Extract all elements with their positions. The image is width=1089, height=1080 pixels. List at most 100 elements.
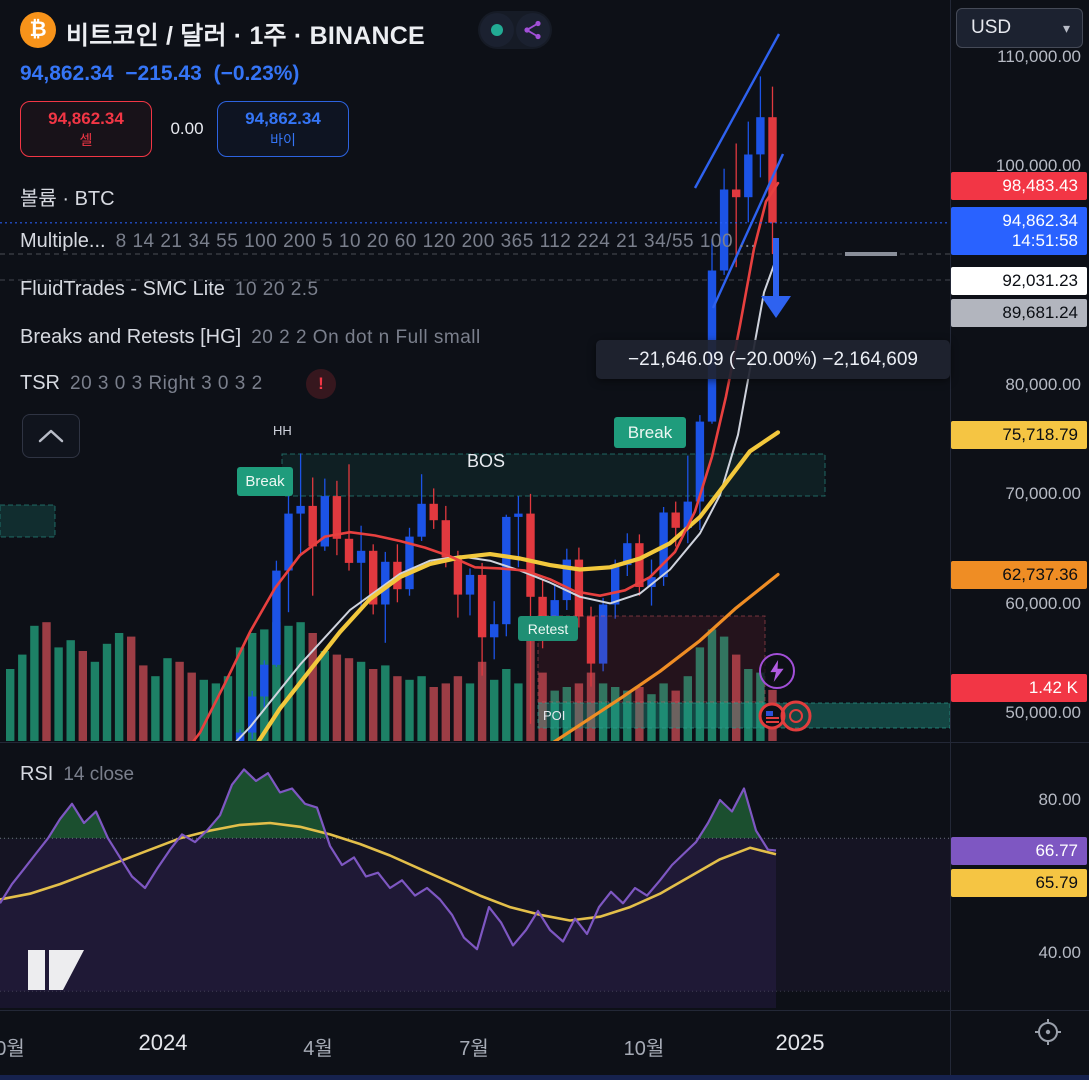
price-change-line: 94,862.34 −215.43 (−0.23%) bbox=[20, 62, 305, 86]
tradingview-logo[interactable] bbox=[26, 946, 88, 996]
rsi-area-fill bbox=[0, 769, 776, 1008]
last-price-value: 94,862.34 bbox=[1002, 211, 1078, 230]
axis-label: 60,000.00 bbox=[1005, 594, 1081, 613]
ma-slow-price-badge: 75,718.79 bbox=[951, 421, 1087, 449]
sell-button[interactable]: 94,862.34 셀 bbox=[20, 101, 152, 157]
retest-badge: Retest bbox=[518, 616, 578, 641]
market-open-icon bbox=[491, 24, 503, 36]
lightning-tool-button[interactable] bbox=[759, 653, 795, 689]
rsi-line bbox=[0, 768, 777, 951]
break-badge-1: Break bbox=[237, 467, 293, 496]
indicator-title: Breaks and Retests [HG] bbox=[20, 326, 242, 348]
price-pane-layer bbox=[0, 33, 950, 741]
header-quick-actions bbox=[478, 11, 552, 49]
indicator-row-tsr[interactable]: TSR 20 3 0 3 Right 3 0 3 2 bbox=[20, 372, 263, 395]
rsi-legend[interactable]: RSI 14 close bbox=[20, 763, 134, 786]
poi-zone bbox=[537, 702, 950, 729]
currency-value: USD bbox=[971, 17, 1012, 38]
indicator-row-fluidtrades[interactable]: FluidTrades - SMC Lite 10 20 2.5 bbox=[20, 278, 319, 301]
indicator-params: 10 20 2.5 bbox=[234, 279, 319, 300]
sell-price: 94,862.34 bbox=[48, 109, 124, 129]
rsi-value-badge: 66.77 bbox=[951, 837, 1087, 865]
measure-arrow-head bbox=[761, 296, 791, 318]
break-badge-2: Break bbox=[614, 417, 686, 448]
indicator-title: FluidTrades - SMC Lite bbox=[20, 278, 225, 300]
buy-price: 94,862.34 bbox=[245, 109, 321, 129]
exclamation-glyph: ! bbox=[318, 374, 324, 393]
rsi-title: RSI bbox=[20, 763, 54, 785]
time-label: 10월 bbox=[623, 1038, 665, 1060]
poi-label: POI bbox=[543, 708, 566, 723]
bitcoin-logo-icon: ₿ bbox=[20, 12, 56, 48]
indicator-params: 8 14 21 34 55 100 200 5 10 20 60 120 200… bbox=[115, 231, 757, 252]
market-status-button[interactable] bbox=[480, 13, 514, 47]
price-axis[interactable]: 110,000.00 100,000.00 98,483.43 94,862.3… bbox=[950, 0, 1089, 1080]
rsi-params: 14 close bbox=[63, 764, 135, 785]
axis-label: 110,000.00 bbox=[997, 47, 1081, 66]
white-line-price-badge: 92,031.23 bbox=[951, 267, 1087, 295]
rsi-ma-value-badge: 65.79 bbox=[951, 869, 1087, 897]
pane-separator-main-rsi[interactable] bbox=[0, 742, 1089, 743]
axis-label: 100,000.00 bbox=[995, 156, 1081, 175]
chevron-up-icon bbox=[38, 429, 64, 443]
structure-label-bos: BOS bbox=[467, 451, 506, 471]
sell-label: 셀 bbox=[79, 131, 93, 148]
axis-label: 70,000.00 bbox=[1005, 484, 1081, 503]
axis-label: 80,000.00 bbox=[1005, 375, 1081, 394]
trend-channel-upper bbox=[693, 33, 781, 189]
collapse-legend-button[interactable] bbox=[22, 414, 80, 458]
crosshair-settings-button[interactable] bbox=[1034, 1018, 1062, 1046]
time-axis[interactable]: 0월 2024 4월 7월 10월 2025 bbox=[0, 1010, 950, 1080]
bitcoin-glyph: ₿ bbox=[29, 18, 47, 41]
indicator-row-breaks-retests[interactable]: Breaks and Retests [HG] 20 2 2 On dot n F… bbox=[20, 326, 481, 349]
flag-marker[interactable] bbox=[755, 698, 815, 734]
indicator-params: 20 3 0 3 Right 3 0 3 2 bbox=[70, 373, 263, 394]
rsi-pane-layer bbox=[0, 768, 950, 1008]
chart-canvas[interactable] bbox=[0, 0, 950, 1080]
price-axis-border bbox=[950, 0, 951, 1080]
structure-label-hh: HH bbox=[273, 423, 292, 438]
rsi-axis-label: 40.00 bbox=[1038, 943, 1081, 962]
crosshair-icon bbox=[1035, 1019, 1061, 1045]
buy-label: 바이 bbox=[270, 131, 296, 148]
time-label-year: 2024 bbox=[138, 1030, 188, 1055]
rsi-ma-line bbox=[0, 821, 777, 922]
chevron-down-icon: ▾ bbox=[1062, 19, 1070, 36]
time-label: 7월 bbox=[459, 1038, 489, 1060]
indicator-row-multiple[interactable]: Multiple... 8 14 21 34 55 100 200 5 10 20… bbox=[20, 230, 756, 253]
pane-separator-rsi-time bbox=[0, 1010, 1089, 1011]
ma-slowest-price-badge: 62,737.36 bbox=[951, 561, 1087, 589]
time-label: 4월 bbox=[303, 1038, 333, 1060]
currency-dropdown[interactable]: USD ▾ bbox=[956, 8, 1083, 48]
rsi-axis-label: 80.00 bbox=[1038, 790, 1081, 809]
indicator-params: 20 2 2 On dot n Full small bbox=[251, 327, 481, 348]
left-zone bbox=[0, 504, 56, 538]
time-label: 0월 bbox=[0, 1038, 25, 1060]
ma-red bbox=[191, 181, 780, 741]
share-button[interactable] bbox=[516, 13, 550, 47]
symbol-title[interactable]: 비트코인 / 달러 · 1주 · BINANCE bbox=[66, 22, 425, 50]
last-price: 94,862.34 bbox=[20, 62, 114, 85]
axis-label: 50,000.00 bbox=[1005, 703, 1081, 722]
last-price-badge: 94,862.34 14:51:58 bbox=[951, 207, 1087, 255]
countdown-timer: 14:51:58 bbox=[1011, 231, 1078, 250]
price-change-pct: (−0.23%) bbox=[213, 62, 300, 85]
buy-button[interactable]: 94,862.34 바이 bbox=[217, 101, 349, 157]
volume-legend[interactable]: 볼륨 · BTC bbox=[20, 188, 115, 210]
volume-value-badge: 1.42 K bbox=[951, 674, 1087, 702]
flag-target-icon bbox=[758, 700, 812, 732]
indicator-title: TSR bbox=[20, 372, 60, 394]
indicator-error-icon[interactable]: ! bbox=[306, 369, 336, 399]
ma-fast-price-badge: 98,483.43 bbox=[951, 172, 1087, 200]
trend-channel-lower bbox=[711, 153, 785, 309]
measure-tooltip: −21,646.09 (−20.00%) −2,164,609 bbox=[596, 340, 950, 379]
spread-value: 0.00 bbox=[170, 119, 204, 138]
lightning-icon bbox=[770, 660, 784, 682]
ma-yellow bbox=[256, 430, 781, 741]
gray-line-price-badge: 89,681.24 bbox=[951, 299, 1087, 327]
time-label-year: 2025 bbox=[775, 1030, 825, 1055]
indicator-title: Multiple... bbox=[20, 230, 106, 252]
ma-white bbox=[235, 252, 779, 741]
share-icon bbox=[524, 20, 541, 40]
